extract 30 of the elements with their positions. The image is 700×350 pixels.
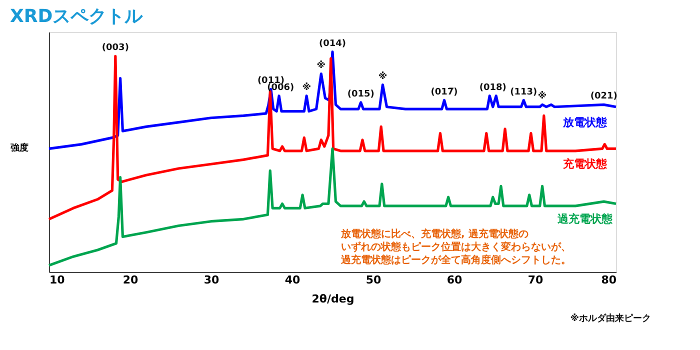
x-tick-label: 60 bbox=[446, 274, 462, 286]
annotation: (003) bbox=[102, 43, 129, 54]
x-tick-label: 50 bbox=[366, 274, 382, 286]
x-tick-label: 20 bbox=[122, 274, 138, 286]
annotation: ※ bbox=[378, 70, 388, 82]
text: ※ホルダ由来ピーク bbox=[570, 313, 651, 324]
x-tick-label: 80 bbox=[601, 274, 617, 286]
x-tick-label: 30 bbox=[204, 274, 220, 286]
annotation: ※ bbox=[538, 90, 547, 102]
x-axis-title: 2θ/deg bbox=[312, 292, 354, 306]
annotation: ※ bbox=[316, 60, 326, 71]
annotation: (113) bbox=[510, 87, 538, 98]
annotation: (014) bbox=[318, 38, 346, 49]
series-label: 充電状態 bbox=[562, 158, 608, 171]
annotation: (017̅) bbox=[430, 87, 458, 98]
chart-title: XRDスペクトル bbox=[10, 6, 144, 27]
y-axis-title: 強度 bbox=[10, 142, 28, 154]
annotation: (021) bbox=[590, 92, 618, 102]
annotation: (015) bbox=[347, 89, 374, 100]
annotation: いずれの状態もピーク位置は大きく変わらないが、 bbox=[341, 241, 571, 253]
annotation: 過充電状態はピークが全て高角度側へシフトした。 bbox=[340, 254, 571, 266]
x-tick-label: 70 bbox=[528, 274, 544, 286]
annotation: ※ bbox=[302, 82, 312, 93]
annotation: 放電状態に比べ、充電状態, 過充電状態の bbox=[340, 228, 528, 240]
annotation: (006) bbox=[267, 82, 294, 93]
x-tick-label: 10 bbox=[50, 274, 66, 286]
annotation: (018) bbox=[479, 82, 506, 93]
series-label: 過充電状態 bbox=[556, 212, 614, 226]
x-tick-label: 40 bbox=[284, 274, 300, 286]
series-label: 放電状態 bbox=[562, 116, 608, 129]
